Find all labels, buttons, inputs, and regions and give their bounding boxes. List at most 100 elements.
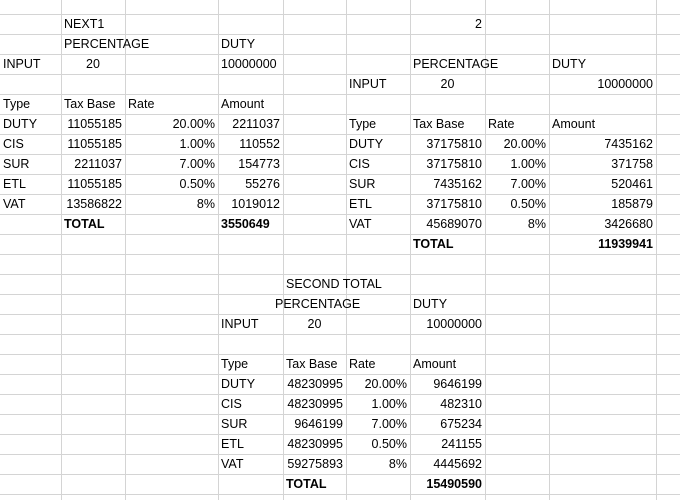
block3-row-amount[interactable]: 4445692	[433, 457, 482, 471]
block3-row-tax-base[interactable]: 48230995	[287, 377, 343, 391]
block2-marker[interactable]: 2	[475, 17, 482, 31]
block2-header-rate[interactable]: Rate	[488, 117, 515, 131]
block1-row-amount[interactable]: 154773	[238, 157, 280, 171]
block1-header-amount[interactable]: Amount	[221, 97, 265, 111]
block1-row-tax-base[interactable]: 13586822	[66, 197, 122, 211]
block1-duty-label[interactable]: DUTY	[221, 37, 256, 51]
block2-row-type[interactable]: SUR	[349, 177, 376, 191]
block3-row-type[interactable]: VAT	[221, 457, 244, 471]
block3-row-tax-base[interactable]: 48230995	[287, 397, 343, 411]
block3-row-rate[interactable]: 1.00%	[371, 397, 407, 411]
block1-row-type[interactable]: VAT	[3, 197, 26, 211]
block1-input-value[interactable]: 20	[86, 57, 100, 71]
block1-row-rate[interactable]: 1.00%	[179, 137, 215, 151]
block2-row-amount[interactable]: 7435162	[604, 137, 653, 151]
block2-row-rate[interactable]: 7.00%	[510, 177, 546, 191]
block1-header-tax-base[interactable]: Tax Base	[64, 97, 116, 111]
block2-row-rate[interactable]: 20.00%	[503, 137, 546, 151]
block3-input-value[interactable]: 20	[307, 317, 322, 331]
block3-input-label[interactable]: INPUT	[221, 317, 259, 331]
block2-row-tax-base[interactable]: 37175810	[426, 157, 482, 171]
block2-row-tax-base[interactable]: 45689070	[426, 217, 482, 231]
block2-percentage-label[interactable]: PERCENTAGE	[413, 57, 499, 71]
block2-row-amount[interactable]: 520461	[611, 177, 653, 191]
block1-total-label[interactable]: TOTAL	[64, 217, 105, 231]
block2-header-tax-base[interactable]: Tax Base	[413, 117, 465, 131]
block1-row-amount[interactable]: 55276	[245, 177, 280, 191]
block1-row-amount[interactable]: 110552	[239, 137, 280, 151]
block3-row-tax-base[interactable]: 9646199	[294, 417, 343, 431]
block3-row-rate[interactable]: 8%	[388, 457, 407, 471]
block3-header-amount[interactable]: Amount	[413, 357, 457, 371]
block2-header-type[interactable]: Type	[349, 117, 377, 131]
block1-row-rate[interactable]: 7.00%	[179, 157, 215, 171]
block1-percentage-label[interactable]: PERCENTAGE	[64, 37, 150, 51]
block3-row-amount[interactable]: 241155	[441, 437, 482, 451]
block3-percentage-label[interactable]: PERCENTAGE	[275, 297, 361, 311]
block3-total-label[interactable]: TOTAL	[286, 477, 327, 491]
grid-col-line	[485, 0, 486, 500]
block2-header-amount[interactable]: Amount	[552, 117, 596, 131]
block3-row-tax-base[interactable]: 48230995	[287, 437, 343, 451]
block3-row-type[interactable]: SUR	[221, 417, 248, 431]
block2-row-tax-base[interactable]: 37175810	[426, 137, 482, 151]
block3-row-tax-base[interactable]: 59275893	[287, 457, 343, 471]
block1-duty-value[interactable]: 10000000	[221, 57, 277, 71]
block2-row-type[interactable]: DUTY	[349, 137, 384, 151]
block1-row-tax-base[interactable]: 2211037	[74, 157, 122, 171]
block2-duty-value[interactable]: 10000000	[597, 77, 653, 91]
block1-header-type[interactable]: Type	[3, 97, 31, 111]
block2-total-value[interactable]: 11939941	[598, 237, 653, 251]
block2-row-type[interactable]: ETL	[349, 197, 372, 211]
block3-row-type[interactable]: DUTY	[221, 377, 256, 391]
block1-row-rate[interactable]: 8%	[196, 197, 215, 211]
block2-row-amount[interactable]: 371758	[611, 157, 653, 171]
block2-row-rate[interactable]: 0.50%	[510, 197, 546, 211]
block2-row-type[interactable]: VAT	[349, 217, 372, 231]
block1-row-rate[interactable]: 0.50%	[179, 177, 215, 191]
block2-row-amount[interactable]: 3426680	[604, 217, 653, 231]
block3-duty-value[interactable]: 10000000	[426, 317, 482, 331]
block3-title[interactable]: SECOND TOTAL	[286, 277, 382, 291]
block2-row-type[interactable]: CIS	[349, 157, 370, 171]
block1-header-rate[interactable]: Rate	[128, 97, 155, 111]
block1-row-tax-base[interactable]: 11055185	[67, 177, 122, 191]
block3-row-amount[interactable]: 9646199	[433, 377, 482, 391]
block2-row-tax-base[interactable]: 7435162	[433, 177, 482, 191]
block3-row-amount[interactable]: 482310	[440, 397, 482, 411]
block3-row-rate[interactable]: 0.50%	[371, 437, 407, 451]
block1-total-value[interactable]: 3550649	[221, 217, 270, 231]
block2-total-label[interactable]: TOTAL	[413, 237, 454, 251]
block3-header-type[interactable]: Type	[221, 357, 249, 371]
block2-row-rate[interactable]: 8%	[527, 217, 546, 231]
block3-row-type[interactable]: CIS	[221, 397, 242, 411]
grid-row-line	[0, 94, 680, 95]
block3-row-type[interactable]: ETL	[221, 437, 244, 451]
block1-row-tax-base[interactable]: 11055185	[67, 137, 122, 151]
block1-input-label[interactable]: INPUT	[3, 57, 41, 71]
block1-row-type[interactable]: CIS	[3, 137, 24, 151]
block1-next1-label[interactable]: NEXT1	[64, 17, 105, 31]
block2-input-value[interactable]: 20	[440, 77, 455, 91]
block2-row-rate[interactable]: 1.00%	[510, 157, 546, 171]
block1-row-amount[interactable]: 1019012	[231, 197, 280, 211]
block1-row-rate[interactable]: 20.00%	[172, 117, 215, 131]
block1-row-tax-base[interactable]: 11055185	[67, 117, 122, 131]
block2-row-amount[interactable]: 185879	[611, 197, 653, 211]
block2-duty-label[interactable]: DUTY	[552, 57, 587, 71]
block2-input-label[interactable]: INPUT	[349, 77, 387, 91]
block2-row-tax-base[interactable]: 37175810	[426, 197, 482, 211]
block3-duty-label[interactable]: DUTY	[413, 297, 448, 311]
block1-row-amount[interactable]: 2211037	[232, 117, 280, 131]
block3-header-rate[interactable]: Rate	[349, 357, 376, 371]
block3-row-amount[interactable]: 675234	[440, 417, 482, 431]
block3-row-rate[interactable]: 20.00%	[364, 377, 407, 391]
block3-row-rate[interactable]: 7.00%	[371, 417, 407, 431]
block1-row-type[interactable]: ETL	[3, 177, 26, 191]
grid-row-line	[0, 214, 680, 215]
block1-row-type[interactable]: DUTY	[3, 117, 38, 131]
block3-header-tax-base[interactable]: Tax Base	[286, 357, 338, 371]
block1-row-type[interactable]: SUR	[3, 157, 30, 171]
block3-total-value[interactable]: 15490590	[426, 477, 482, 491]
